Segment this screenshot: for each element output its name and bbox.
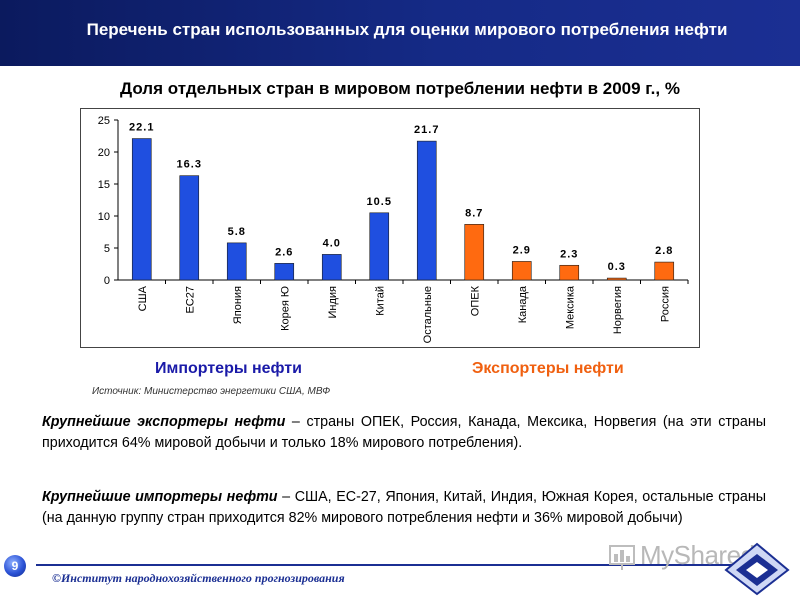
bar-4 (321, 254, 342, 281)
x-tick-label-3: Корея Ю (279, 286, 291, 331)
x-tick-label-6: Остальные (422, 286, 434, 343)
y-tick-label: 5 (104, 243, 110, 255)
x-tick-label-5: Китай (374, 286, 386, 316)
institute-logo (724, 542, 790, 596)
x-tick-label-11: Россия (659, 286, 671, 322)
bar-8 (511, 261, 532, 281)
exporters-text: – страны ОПЕК, Россия, Канада, Мексика, … (42, 414, 766, 451)
data-label-0: 22.1 (129, 122, 154, 134)
y-tick-label: 25 (98, 115, 110, 127)
x-tick-label-2: Япония (232, 286, 244, 324)
x-tick-label-9: Мексика (564, 285, 576, 329)
chart-title: Доля отдельных стран в мировом потреблен… (120, 79, 680, 98)
bar-10 (606, 277, 627, 281)
data-label-10: 0.3 (608, 261, 626, 273)
data-label-1: 16.3 (177, 159, 202, 171)
importers-label: Импортеры нефти (155, 360, 302, 377)
y-tick-label: 20 (98, 147, 110, 159)
x-tick-label-7: ОПЕК (469, 285, 481, 316)
data-label-7: 8.7 (465, 207, 483, 219)
watermark-icon (609, 545, 635, 570)
y-tick-label: 15 (98, 179, 110, 191)
data-label-11: 2.8 (655, 245, 673, 257)
bar-1 (179, 175, 200, 281)
data-label-9: 2.3 (560, 248, 578, 260)
header-bar: Перечень стран использованных для оценки… (0, 0, 800, 66)
bar-0 (131, 138, 152, 281)
importers-text: – США, ЕС-27, Япония, Китай, Индия, Южна… (42, 489, 766, 526)
bar-7 (464, 224, 485, 281)
x-tick-label-1: ЕС27 (184, 286, 196, 314)
exporters-label: Экспортеры нефти (472, 360, 624, 377)
institute-credit: ©Институт народнохозяйственного прогнози… (52, 571, 345, 585)
exporters-lead: Крупнейшие экспортеры нефти (42, 414, 286, 430)
data-label-5: 10.5 (367, 196, 392, 208)
y-tick-label: 0 (104, 275, 110, 287)
bar-9 (559, 264, 580, 281)
chart-frame (80, 108, 700, 348)
importers-paragraph: Крупнейшие импортеры нефти – США, ЕС-27,… (42, 487, 766, 529)
data-label-8: 2.9 (513, 244, 531, 256)
x-tick-label-4: Индия (327, 286, 339, 319)
bar-5 (369, 212, 390, 281)
page-number: 9 (4, 555, 26, 577)
bar-11 (654, 261, 675, 281)
data-label-3: 2.6 (275, 246, 293, 258)
x-tick-label-10: Норвегия (612, 286, 624, 334)
data-label-2: 5.8 (228, 226, 246, 238)
bar-2 (226, 242, 247, 281)
importers-lead: Крупнейшие импортеры нефти (42, 489, 278, 505)
bar-3 (274, 263, 295, 281)
bar-6 (416, 140, 437, 281)
bar-chart: 0 5 10 15 20 25 22.1 США 16.3 ЕС27 5.8 Япония 2.6 Кор… (80, 108, 700, 348)
y-tick-label: 10 (98, 211, 110, 223)
data-label-4: 4.0 (323, 237, 341, 249)
slide-title: Перечень стран использованных для оценки… (86, 20, 728, 39)
x-tick-label-8: Канада (517, 285, 529, 323)
x-tick-label-0: США (137, 285, 149, 311)
footer-divider (36, 564, 756, 566)
exporters-paragraph: Крупнейшие экспортеры нефти – страны ОПЕ… (42, 412, 766, 454)
source-note: Источник: Министерство энергетики США, М… (92, 386, 331, 397)
data-label-6: 21.7 (414, 124, 439, 136)
